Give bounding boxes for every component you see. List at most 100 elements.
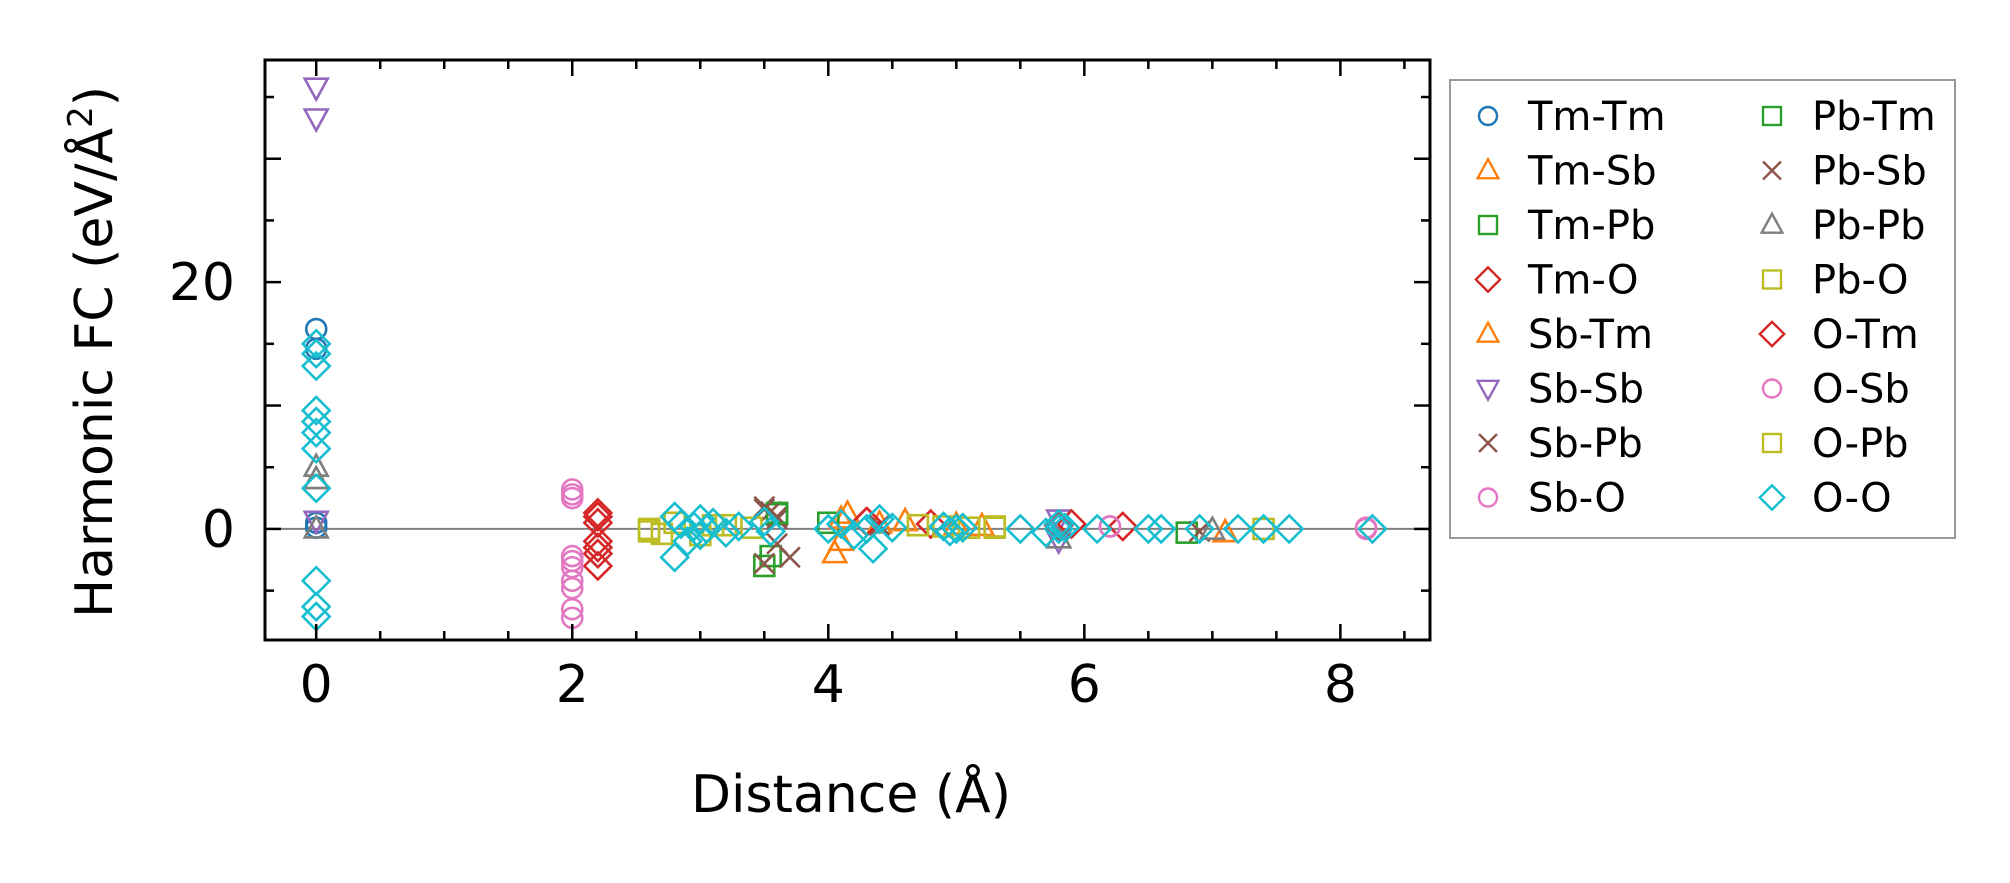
- y-axis-label: Harmonic FC (eV/Å2): [61, 86, 125, 618]
- data-point: [753, 552, 776, 575]
- data-point: [1252, 517, 1275, 541]
- data-point: [1049, 512, 1081, 544]
- legend-marker: [1761, 269, 1783, 290]
- legend-label: O-Sb: [1812, 367, 1910, 413]
- data-point: [302, 108, 330, 134]
- legend-box: [1449, 79, 1956, 539]
- data-point: [582, 550, 614, 582]
- data-point: [1098, 515, 1122, 538]
- legend-marker: [1762, 160, 1782, 181]
- data-point: [812, 513, 844, 545]
- data-point: [1004, 513, 1036, 545]
- legend-item: O-Pb: [1761, 421, 1909, 467]
- data-point: [560, 483, 584, 506]
- data-point: [723, 511, 755, 542]
- legend-item: Sb-O: [1477, 476, 1626, 522]
- legend-item: Tm-Tm: [1477, 94, 1666, 140]
- data-point: [1107, 511, 1139, 542]
- data-point: [940, 513, 972, 545]
- legend-marker: [1477, 105, 1499, 127]
- x-axis-label: Distance (Å): [691, 763, 1011, 825]
- legend-marker: [1475, 320, 1501, 343]
- data-point: [678, 511, 710, 542]
- data-point: [691, 513, 723, 545]
- data-point: [560, 597, 584, 621]
- legend-label: Sb-Pb: [1528, 421, 1643, 467]
- legend-item: O-Tm: [1758, 312, 1919, 358]
- data-point: [582, 501, 614, 532]
- legend-marker: [1758, 483, 1786, 512]
- data-point: [1198, 514, 1227, 540]
- legend-label: Sb-O: [1528, 476, 1626, 522]
- legend-marker: [1759, 211, 1785, 234]
- data-point: [857, 533, 889, 565]
- data-point: [748, 506, 780, 537]
- plot-frame: [263, 58, 1432, 642]
- data-point: [1354, 517, 1378, 541]
- data-point: [302, 510, 330, 536]
- data-point: [1184, 513, 1215, 545]
- data-point: [710, 517, 742, 548]
- legend-label: Pb-O: [1812, 258, 1909, 304]
- legend-label: O-Tm: [1812, 312, 1919, 358]
- y-tick-label: 20: [169, 253, 235, 313]
- legend-label: Sb-Tm: [1528, 312, 1653, 358]
- legend-item: O-Sb: [1761, 367, 1910, 413]
- series-o-sb: [560, 483, 1378, 573]
- data-point: [1357, 513, 1388, 545]
- data-point: [300, 472, 332, 504]
- data-point: [302, 464, 330, 490]
- data-point: [582, 525, 614, 557]
- data-point: [1030, 517, 1062, 548]
- data-point: [582, 532, 614, 563]
- legend-item: Sb-Pb: [1478, 421, 1643, 467]
- series-o-o: [300, 328, 1388, 632]
- data-point: [300, 406, 332, 437]
- legend-label: Pb-Sb: [1812, 149, 1927, 195]
- legend-label: Tm-Sb: [1527, 149, 1657, 195]
- data-point: [302, 513, 330, 539]
- legend-item: Pb-O: [1761, 258, 1909, 304]
- data-point: [659, 541, 691, 573]
- series-pb-sb: [753, 498, 1211, 555]
- data-point: [665, 508, 697, 540]
- legend-item: Pb-Tm: [1761, 94, 1936, 140]
- legend-marker: [1761, 432, 1783, 454]
- x-tick-label: 0: [300, 655, 333, 715]
- data-point: [864, 503, 895, 535]
- legend-marker: [1475, 379, 1501, 403]
- legend-marker: [1761, 105, 1783, 127]
- data-point: [300, 591, 332, 623]
- legend-item: Pb-Sb: [1762, 149, 1927, 195]
- legend-marker: [1477, 487, 1499, 508]
- data-point: [932, 515, 955, 538]
- data-point: [968, 511, 996, 537]
- legend-item: Tm-O: [1474, 258, 1638, 304]
- data-point: [906, 513, 930, 537]
- series-sb-sb: [302, 77, 1073, 556]
- legend-marker: [1477, 214, 1499, 236]
- y-axis-label-superscript: 2: [61, 106, 101, 128]
- legend-label: O-Pb: [1812, 421, 1909, 467]
- y-axis-label-main: Harmonic FC (eV/Å: [63, 127, 125, 618]
- data-point: [876, 512, 908, 544]
- data-point: [934, 516, 966, 547]
- legend-marker: [1474, 265, 1502, 294]
- legend-marker: [1475, 156, 1501, 180]
- data-point: [1145, 513, 1177, 545]
- data-point: [582, 538, 614, 569]
- data-point: [300, 433, 332, 465]
- data-point: [821, 538, 849, 564]
- y-axis-label-close: ): [65, 86, 125, 106]
- axes: 0 2 4 6 8 0 20: [169, 58, 1432, 715]
- data-point: [947, 512, 979, 544]
- legend-item: Sb-Tm: [1475, 312, 1653, 358]
- data-point: [560, 549, 584, 573]
- data-point: [766, 532, 789, 555]
- legend-item: Pb-Pb: [1759, 203, 1925, 249]
- data-point: [1273, 513, 1305, 545]
- data-point: [697, 507, 729, 539]
- legend-item: Sb-Sb: [1475, 367, 1644, 413]
- legend-label: Tm-O: [1527, 258, 1638, 304]
